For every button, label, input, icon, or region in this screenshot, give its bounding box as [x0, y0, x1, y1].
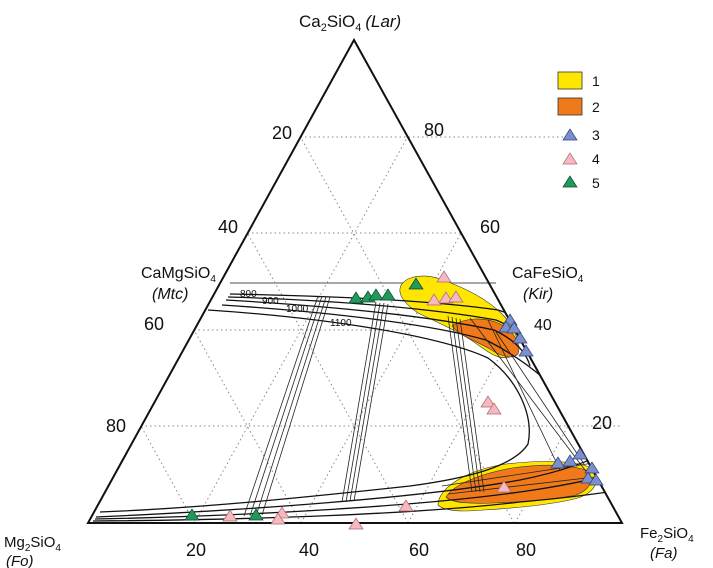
vertex-label-bottom-right: Fe2SiO4 — [640, 525, 694, 545]
point-4 — [496, 480, 512, 493]
legend-item-2: 2 — [557, 97, 600, 116]
point-4 — [486, 402, 502, 415]
point-3 — [562, 454, 578, 467]
right-axis-ticks: 80 60 40 20 — [424, 120, 612, 433]
point-3 — [506, 321, 522, 334]
right-tick-60: 60 — [480, 217, 500, 237]
isotherm-labels: 800 900 1000 1100 — [240, 289, 352, 329]
midpoint-label-left: CaMgSiO4 — [141, 265, 216, 285]
legend-triangle-5 — [562, 175, 578, 188]
right-tick-80: 80 — [424, 120, 444, 140]
midpoint-abbr-right: (Kir) — [523, 286, 553, 303]
right-tick-20: 20 — [592, 413, 612, 433]
point-5 — [380, 288, 396, 301]
left-axis-ticks: 20 40 60 80 — [106, 123, 292, 436]
legend-item-5: 5 — [562, 175, 600, 191]
legend-label-3: 3 — [592, 127, 600, 143]
midpoint-abbr-left: (Mtc) — [152, 286, 188, 303]
point-5 — [184, 508, 200, 521]
point-4 — [348, 517, 364, 530]
left-tick-20: 20 — [272, 123, 292, 143]
point-3 — [550, 456, 566, 469]
point-4 — [448, 290, 464, 303]
point-5 — [368, 288, 384, 301]
vertex-label-bottom-left: Mg2SiO4 — [4, 534, 61, 554]
point-4 — [480, 395, 496, 408]
legend-item-1: 1 — [557, 71, 600, 90]
composition-fields — [399, 275, 598, 512]
vertex-label-top: Ca2SiO4 (Lar) — [299, 12, 401, 34]
legend-label-4: 4 — [592, 151, 600, 167]
point-4 — [270, 512, 286, 525]
midpoint-label-right: CaFeSiO4 — [512, 265, 584, 285]
isotherm-label-1100: 1100 — [330, 318, 352, 329]
point-3 — [518, 344, 534, 357]
point-3 — [584, 461, 600, 474]
vertex-abbr-bottom-left: (Fo) — [6, 553, 34, 568]
legend-item-4: 4 — [562, 151, 600, 167]
legend-label-5: 5 — [592, 175, 600, 191]
legend-label-2: 2 — [592, 99, 600, 115]
legend-triangle-4 — [562, 152, 578, 165]
point-4 — [436, 270, 452, 283]
bottom-tick-80: 80 — [516, 540, 536, 560]
legend-triangle-3 — [562, 128, 578, 141]
point-4 — [222, 509, 238, 522]
points-symbol-5 — [184, 277, 424, 521]
left-tick-60: 60 — [144, 314, 164, 334]
bottom-tick-60: 60 — [409, 540, 429, 560]
bottom-tick-40: 40 — [299, 540, 319, 560]
bottom-tick-20: 20 — [186, 540, 206, 560]
legend-label-1: 1 — [592, 73, 600, 89]
vertex-abbr-bottom-right: (Fa) — [650, 545, 678, 562]
points-symbol-3 — [498, 313, 604, 486]
point-4 — [438, 291, 454, 304]
point-3 — [572, 447, 588, 460]
point-5 — [248, 508, 264, 521]
point-3 — [512, 331, 528, 344]
point-4 — [398, 499, 414, 512]
legend-swatch-field-2 — [557, 97, 583, 116]
isotherm-label-1000: 1000 — [286, 304, 309, 315]
point-5 — [408, 277, 424, 290]
legend-item-3: 3 — [562, 127, 600, 143]
left-tick-40: 40 — [218, 217, 238, 237]
right-tick-40: 40 — [534, 317, 552, 334]
isotherm-label-800: 800 — [240, 289, 257, 300]
legend: 1 2 3 4 5 — [557, 71, 600, 191]
point-4 — [426, 293, 442, 306]
legend-swatch-field-1 — [557, 71, 583, 90]
isotherm-label-900: 900 — [262, 296, 279, 307]
point-3 — [580, 471, 596, 484]
point-5 — [348, 291, 364, 304]
points-symbol-4 — [222, 270, 512, 530]
bottom-axis-ticks: 20 40 60 80 — [186, 540, 536, 560]
left-tick-80: 80 — [106, 416, 126, 436]
point-3 — [588, 473, 604, 486]
